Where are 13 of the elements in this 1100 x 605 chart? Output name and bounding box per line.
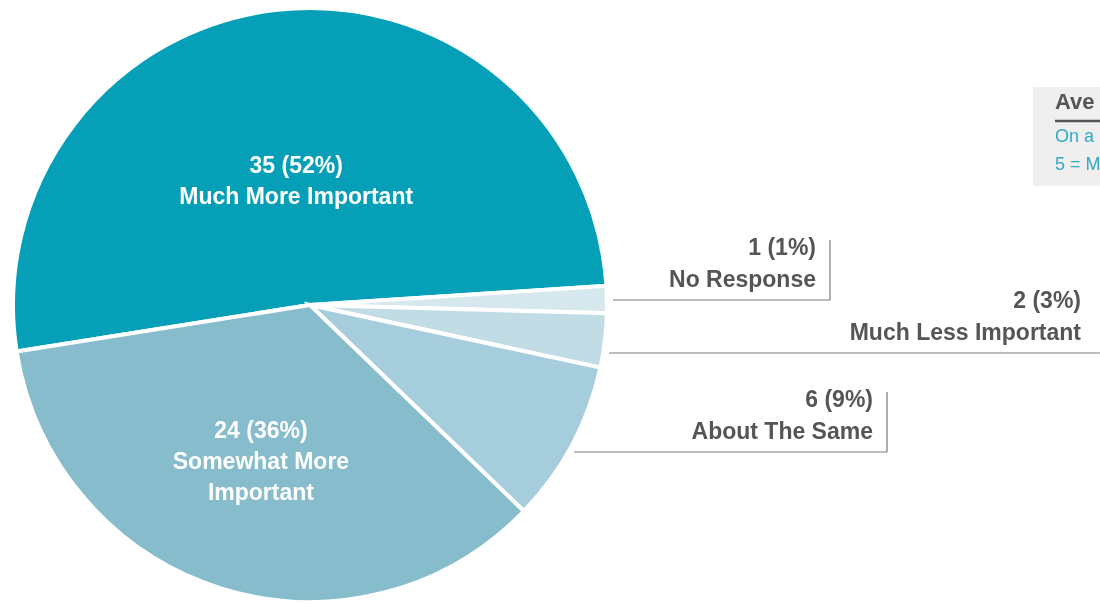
slice-label: No Response bbox=[669, 266, 816, 292]
text: On a bbox=[1055, 126, 1096, 146]
slice-label: Somewhat More Important bbox=[172, 447, 350, 505]
slice-label: About The Same bbox=[691, 418, 873, 444]
data-label: 6 (9%) bbox=[805, 386, 873, 412]
text: 5 = M bbox=[1055, 154, 1100, 174]
data-label: 2 (3%) bbox=[1013, 287, 1081, 313]
slice-label: Much Less Important bbox=[849, 319, 1082, 345]
data-label: 1 (1%) bbox=[748, 234, 816, 260]
data-label: 24 (36%) bbox=[214, 416, 308, 443]
text: Ave bbox=[1055, 89, 1095, 114]
data-label: 35 (52%) bbox=[249, 152, 343, 179]
slice-label: Much More Important bbox=[179, 183, 414, 210]
